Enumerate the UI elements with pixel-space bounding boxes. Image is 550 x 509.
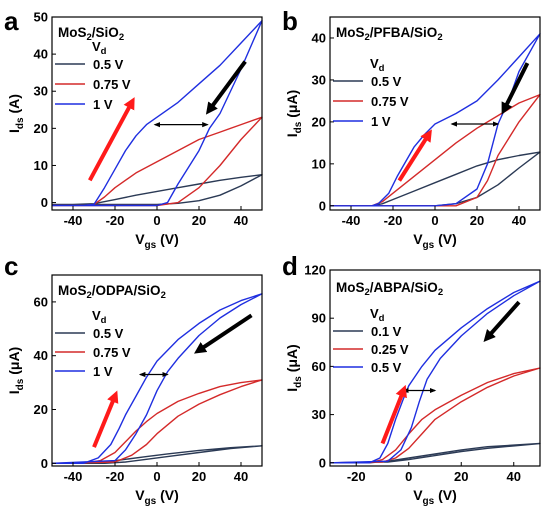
- y-tick-label-a-1: 10: [34, 158, 48, 173]
- y-tick-label-b-4: 40: [312, 30, 326, 45]
- series-line-d-1: [329, 367, 541, 464]
- legend-label-d-0: 0.1 V: [371, 324, 402, 339]
- x-tick-label-a-0: -40: [64, 213, 83, 228]
- y-tick-label-c-0: 0: [41, 456, 48, 471]
- x-tick-label-d-3: 40: [507, 469, 521, 484]
- x-tick-label-c-3: 20: [192, 469, 206, 484]
- y-tick-label-a-2: 20: [34, 121, 48, 136]
- x-tick-label-d-1: 0: [405, 469, 412, 484]
- x-tick-label-a-3: 20: [192, 213, 206, 228]
- x-tick-label-c-0: -40: [64, 469, 83, 484]
- x-tick-label-b-2: 0: [431, 213, 438, 228]
- x-tick-label-b-3: 20: [470, 213, 484, 228]
- y-axis-title-b: Ids (μA): [284, 90, 304, 137]
- panel-title-d: MoS2/ABPA/SiO2: [336, 280, 443, 298]
- y-tick-label-d-3: 90: [312, 311, 326, 326]
- y-tick-label-d-0: 0: [319, 455, 326, 470]
- y-tick-label-d-2: 60: [312, 359, 326, 374]
- x-axis-title-a: Vgs (V): [135, 231, 179, 251]
- x-tick-label-c-2: 0: [153, 469, 160, 484]
- panel-letter-b: b: [282, 6, 298, 36]
- forward-sweep-arrow-c: [92, 390, 119, 448]
- legend-label-d-1: 0.25 V: [371, 342, 409, 357]
- panel-b: b -40 -20 0 20 40 0 10 20 30 40 Vgs (V) Ids (μA) MoS2…: [282, 6, 541, 251]
- plot-frame-a: [51, 16, 263, 211]
- panel-c: c -40 -20 0 20 40 0 20 40 60 Vgs (V) Ids (μA) MoS2/O…: [4, 251, 263, 507]
- x-tick-label-a-1: -20: [106, 213, 125, 228]
- plot-frame-b: [329, 16, 541, 211]
- panel-title-b: MoS2/PFBA/SiO2: [336, 25, 443, 43]
- x-tick-label-b-4: 40: [512, 213, 526, 228]
- forward-sweep-arrow-b: [397, 129, 432, 182]
- y-tick-label-d-4: 120: [304, 263, 326, 278]
- panel-letter-a: a: [4, 6, 19, 36]
- legend-title-a: Vd: [92, 39, 107, 57]
- legend-label-c-2: 1 V: [93, 364, 113, 379]
- legend-title-d: Vd: [370, 306, 385, 324]
- y-tick-label-c-1: 20: [34, 402, 48, 417]
- legend-label-a-1: 0.75 V: [93, 77, 131, 92]
- x-tick-label-d-2: 20: [454, 469, 468, 484]
- panel-a: a -40 -20 0 20 40 0 10 20 30 40 50 Vgs (V) Ids (A) MoS…: [4, 6, 263, 251]
- x-tick-label-b-0: -40: [342, 213, 361, 228]
- x-tick-label-a-4: 40: [234, 213, 248, 228]
- legend-label-a-0: 0.5 V: [93, 57, 124, 72]
- legend-label-b-2: 1 V: [371, 114, 391, 129]
- legend-label-d-2: 0.5 V: [371, 360, 402, 375]
- series-line-b-2: [330, 33, 541, 207]
- forward-sweep-arrow-a: [88, 97, 135, 182]
- series-line-d-0: [329, 442, 541, 464]
- legend-title-c: Vd: [92, 308, 107, 326]
- series-line-c-0: [52, 445, 263, 464]
- series-line-c-1: [51, 379, 263, 464]
- reverse-sweep-arrow-d: [483, 300, 521, 342]
- x-tick-label-d-0: -20: [347, 469, 366, 484]
- y-axis-title-a: Ids (A): [6, 94, 26, 133]
- y-tick-label-b-1: 10: [312, 156, 326, 171]
- y-tick-label-a-5: 50: [34, 10, 48, 25]
- y-axis-title-d: Ids (μA): [284, 344, 304, 391]
- x-axis-title-b: Vgs (V): [413, 231, 457, 251]
- panel-title-c: MoS2/ODPA/SiO2: [58, 283, 166, 301]
- x-tick-label-a-2: 0: [153, 213, 160, 228]
- forward-sweep-arrow-d: [380, 384, 407, 445]
- x-axis-title-c: Vgs (V): [135, 487, 179, 507]
- legend-label-a-2: 1 V: [93, 97, 113, 112]
- legend-title-b: Vd: [370, 56, 385, 74]
- legend-label-b-0: 0.5 V: [371, 74, 402, 89]
- legend-label-c-1: 0.75 V: [93, 345, 131, 360]
- y-tick-label-b-2: 20: [312, 114, 326, 129]
- panel-letter-c: c: [4, 251, 18, 281]
- series-line-a-2: [52, 20, 263, 207]
- plot-frame-d: [329, 269, 541, 467]
- series-line-c-2: [51, 293, 263, 464]
- panel-d: d -20 0 20 40 0 30 60 90 120 Vgs (V) Ids (μA) MoS2/A…: [282, 251, 541, 507]
- panel-title-a: MoS2/SiO2: [58, 25, 124, 43]
- series-line-a-0: [52, 174, 263, 206]
- x-tick-label-c-4: 40: [234, 469, 248, 484]
- y-tick-label-a-4: 40: [34, 47, 48, 62]
- y-tick-label-c-3: 60: [34, 294, 48, 309]
- reverse-sweep-arrow-b: [501, 62, 530, 115]
- x-tick-label-c-1: -20: [106, 469, 125, 484]
- y-tick-label-d-1: 30: [312, 407, 326, 422]
- y-tick-label-b-0: 0: [319, 198, 326, 213]
- series-line-d-2: [329, 280, 541, 464]
- legend-label-c-0: 0.5 V: [93, 326, 124, 341]
- series-line-b-1: [330, 93, 541, 207]
- legend-label-b-1: 0.75 V: [371, 94, 409, 109]
- x-tick-label-b-1: -20: [384, 213, 403, 228]
- x-axis-title-d: Vgs (V): [413, 487, 457, 507]
- y-tick-label-c-2: 40: [34, 348, 48, 363]
- y-tick-label-b-3: 30: [312, 72, 326, 87]
- y-axis-title-c: Ids (μA): [6, 347, 26, 394]
- reverse-sweep-arrow-a: [205, 60, 247, 115]
- y-tick-label-a-0: 0: [41, 195, 48, 210]
- panel-letter-d: d: [282, 251, 298, 281]
- series-line-a-1: [52, 116, 263, 207]
- reverse-sweep-arrow-c: [194, 313, 253, 354]
- y-tick-label-a-3: 30: [34, 84, 48, 99]
